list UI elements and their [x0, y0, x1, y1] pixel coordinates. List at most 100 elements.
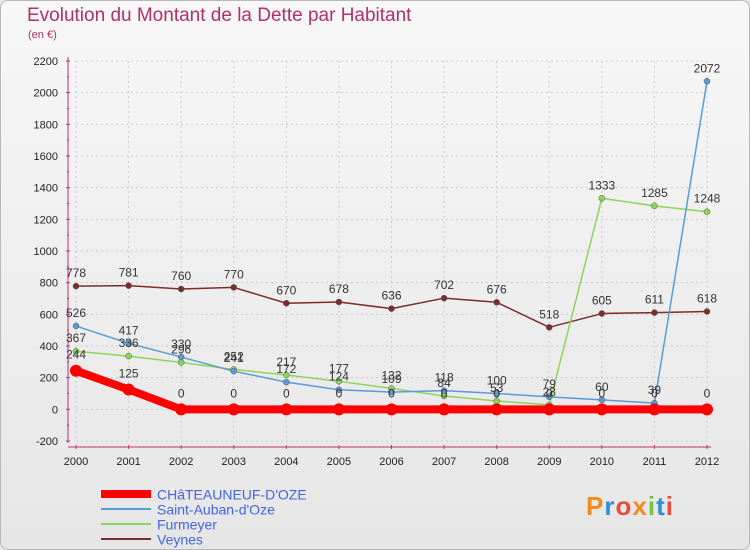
- data-point: [335, 298, 343, 306]
- y-tick-label: 800: [40, 278, 58, 290]
- data-point: [388, 388, 395, 396]
- data-label: 0: [493, 386, 500, 400]
- data-point: [72, 347, 80, 355]
- y-tick-label: 1000: [34, 246, 58, 258]
- data-point: [595, 403, 608, 416]
- data-point: [283, 371, 290, 379]
- data-point: [546, 324, 553, 331]
- data-label: 172: [276, 362, 296, 376]
- data-label: 1248: [694, 192, 721, 206]
- data-point: [598, 195, 606, 202]
- data-point: [72, 322, 80, 330]
- data-label: 526: [66, 306, 86, 320]
- data-point: [125, 340, 132, 347]
- data-label: 678: [329, 282, 349, 296]
- data-point: [703, 78, 711, 85]
- data-label: 0: [283, 386, 290, 400]
- data-label: 760: [171, 269, 191, 283]
- data-point: [177, 359, 185, 366]
- data-label: 605: [592, 294, 612, 308]
- data-label: 0: [336, 386, 343, 400]
- data-label: 252: [224, 349, 244, 363]
- data-label: 781: [119, 266, 139, 280]
- legend-label: Saint-Auban-d'Oze: [157, 501, 275, 518]
- logo-letter: x: [632, 491, 648, 521]
- y-tick-label: 1200: [34, 214, 58, 226]
- x-tick-label: 2006: [379, 456, 403, 468]
- x-tick-label: 2000: [64, 456, 88, 468]
- legend-swatch: [101, 538, 151, 541]
- data-point: [230, 284, 237, 291]
- data-label: 39: [648, 383, 662, 397]
- data-label: 84: [437, 376, 451, 390]
- data-point: [440, 387, 448, 394]
- data-point: [125, 282, 132, 289]
- data-label: 0: [651, 386, 658, 400]
- data-label: 670: [276, 283, 296, 297]
- logo-letter: o: [615, 491, 633, 521]
- logo-letter: r: [604, 491, 616, 521]
- data-label: 0: [598, 386, 605, 400]
- data-point: [703, 208, 711, 215]
- data-point: [283, 300, 290, 307]
- data-label: 2072: [694, 61, 721, 75]
- data-point: [651, 202, 658, 210]
- legend-label: Veynes: [157, 531, 203, 548]
- data-point: [701, 403, 713, 416]
- data-point: [230, 367, 237, 375]
- y-tick-label: 2000: [34, 88, 58, 100]
- data-point: [546, 393, 553, 401]
- data-point: [703, 308, 711, 315]
- data-label: 109: [381, 372, 401, 386]
- data-point: [648, 403, 661, 416]
- data-point: [651, 309, 658, 316]
- data-label: 367: [66, 331, 86, 345]
- data-label: 1285: [641, 186, 668, 200]
- chart-subtitle: (en €): [28, 29, 57, 41]
- data-label: 0: [230, 386, 237, 400]
- data-label: 53: [490, 381, 504, 395]
- data-point: [543, 403, 556, 416]
- data-label: 0: [704, 386, 711, 400]
- data-point: [440, 294, 448, 302]
- legend-item: Veynes: [101, 530, 203, 547]
- data-label: 778: [66, 266, 86, 280]
- y-tick-label: 400: [40, 341, 58, 353]
- data-point: [335, 378, 343, 385]
- x-tick-label: 2004: [274, 456, 298, 468]
- legend-swatch: [101, 508, 151, 511]
- data-point: [335, 386, 343, 393]
- data-point: [283, 378, 290, 386]
- data-label: 118: [435, 371, 454, 385]
- data-point: [598, 310, 606, 317]
- data-point: [280, 403, 293, 416]
- data-point: [490, 403, 503, 416]
- data-point: [177, 285, 185, 293]
- data-label: 1333: [588, 178, 615, 192]
- data-point: [177, 353, 185, 361]
- chart-title: Evolution du Montant de la Dette par Hab…: [27, 5, 412, 26]
- data-label: 60: [595, 380, 609, 394]
- y-tick-label: 600: [40, 309, 58, 321]
- data-label: 0: [388, 386, 395, 400]
- logo-letter: i: [647, 491, 657, 521]
- data-label: 296: [171, 342, 191, 356]
- data-label: 125: [119, 367, 139, 381]
- data-label: 132: [381, 368, 401, 382]
- data-point: [438, 403, 451, 416]
- x-tick-label: 2008: [484, 456, 508, 468]
- y-tick-label: 1800: [34, 119, 58, 131]
- data-label: 636: [381, 289, 401, 303]
- data-label: 217: [276, 355, 296, 369]
- x-tick-label: 2010: [590, 456, 614, 468]
- proxiti-logo: Proxiti: [586, 491, 674, 522]
- y-tick-label: 0: [52, 404, 58, 416]
- x-tick-label: 2005: [327, 456, 351, 468]
- data-point: [227, 403, 240, 416]
- data-point: [72, 282, 80, 290]
- data-point: [598, 396, 606, 404]
- data-point: [332, 403, 345, 416]
- x-tick-label: 2011: [643, 456, 667, 468]
